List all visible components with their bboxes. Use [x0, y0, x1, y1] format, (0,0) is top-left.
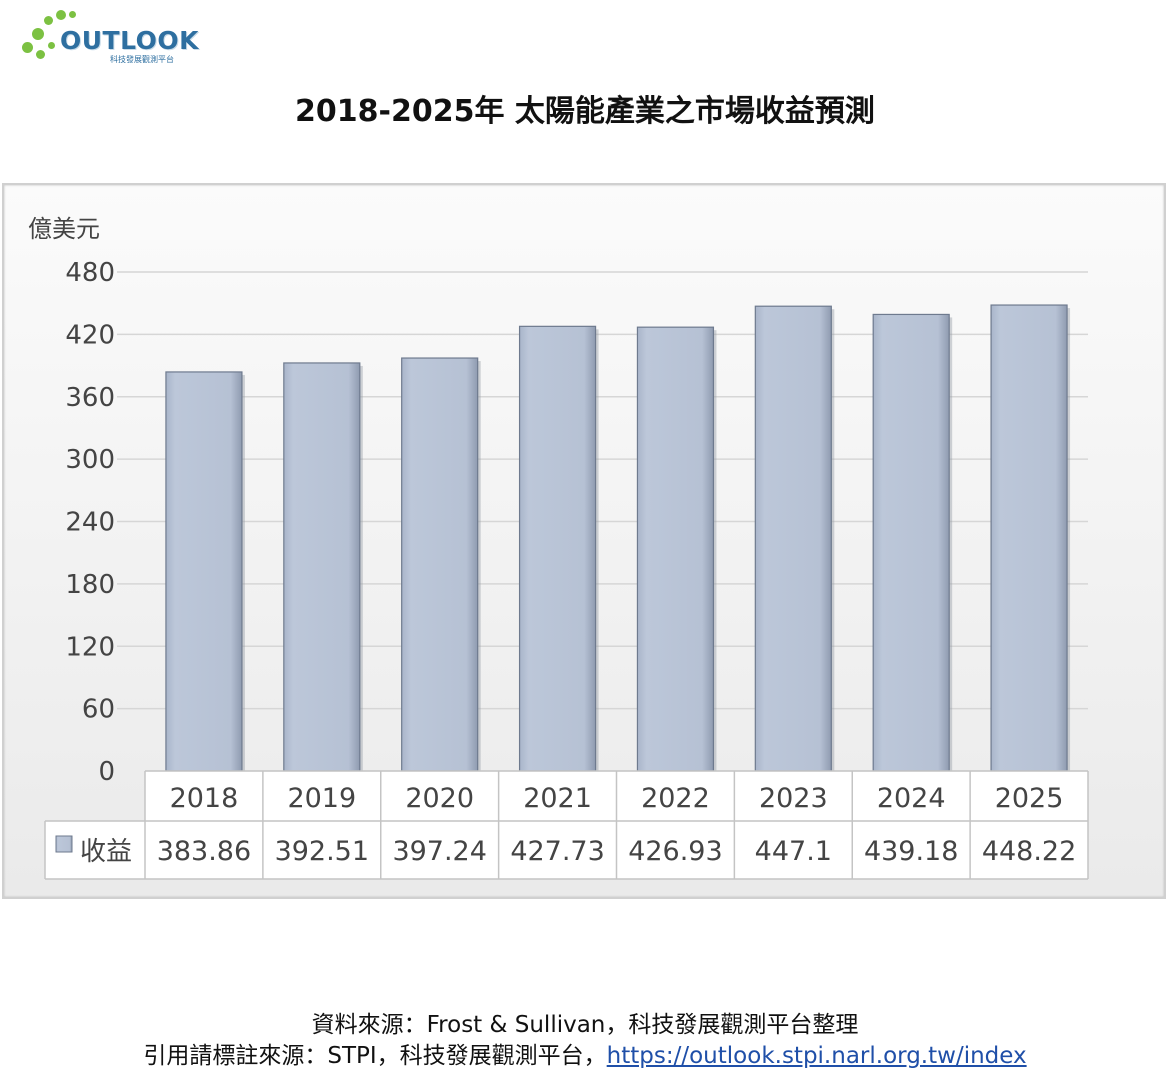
- x-tick-label: 2023: [759, 783, 828, 814]
- y-tick-label: 240: [65, 508, 115, 538]
- data-label: 383.86: [157, 836, 251, 867]
- citation-note: 引用請標註來源：STPI，科技發展觀測平台，https://outlook.st…: [0, 1036, 1170, 1070]
- data-label: 427.73: [510, 836, 604, 867]
- y-axis-unit-label: 億美元: [28, 215, 100, 243]
- y-tick-label: 180: [65, 570, 115, 600]
- x-tick-label: 2021: [523, 783, 592, 814]
- data-label: 397.24: [392, 836, 486, 867]
- data-label: 439.18: [864, 836, 958, 867]
- data-label: 448.22: [982, 836, 1076, 867]
- logo-subtitle: 科技發展觀測平台: [110, 55, 174, 64]
- bar-2025: [990, 304, 1068, 772]
- bar-2018: [165, 371, 243, 772]
- legend-series-name: 收益: [80, 837, 132, 867]
- y-tick-label: 120: [65, 632, 115, 662]
- chart-title: 2018-2025年 太陽能產業之市場收益預測: [295, 94, 875, 129]
- x-tick-label: 2018: [170, 783, 239, 814]
- bar-2023: [754, 305, 832, 772]
- bar-2024: [872, 313, 950, 772]
- data-label: 392.51: [275, 836, 369, 867]
- bar-2019: [283, 362, 361, 772]
- bar-2021: [518, 325, 597, 772]
- bar-2020: [401, 357, 479, 772]
- data-label: 447.1: [755, 836, 832, 867]
- y-tick-label: 0: [98, 757, 115, 787]
- source-note: 資料來源：Frost & Sullivan，科技發展觀測平台整理: [311, 1012, 859, 1038]
- citation-prefix: 引用請標註來源：STPI，科技發展觀測平台，: [143, 1043, 607, 1069]
- outlook-logo: OUTLOOK 科技發展觀測平台: [14, 8, 199, 70]
- table-value-row: [45, 821, 1088, 879]
- x-tick-label: 2025: [995, 783, 1064, 814]
- y-tick-label: 360: [65, 383, 115, 413]
- x-tick-label: 2024: [877, 783, 946, 814]
- data-label: 426.93: [628, 836, 722, 867]
- y-tick-label: 60: [82, 695, 115, 725]
- bar-2022: [636, 326, 715, 772]
- logo-wordmark: OUTLOOK: [60, 26, 200, 55]
- legend-swatch: [55, 835, 73, 853]
- citation-link[interactable]: https://outlook.stpi.narl.org.tw/index: [606, 1043, 1027, 1069]
- y-tick-label: 480: [65, 258, 115, 288]
- y-tick-label: 300: [65, 445, 115, 475]
- x-tick-label: 2019: [287, 783, 356, 814]
- x-tick-label: 2020: [405, 783, 474, 814]
- x-tick-label: 2022: [641, 783, 710, 814]
- y-tick-label: 420: [65, 320, 115, 350]
